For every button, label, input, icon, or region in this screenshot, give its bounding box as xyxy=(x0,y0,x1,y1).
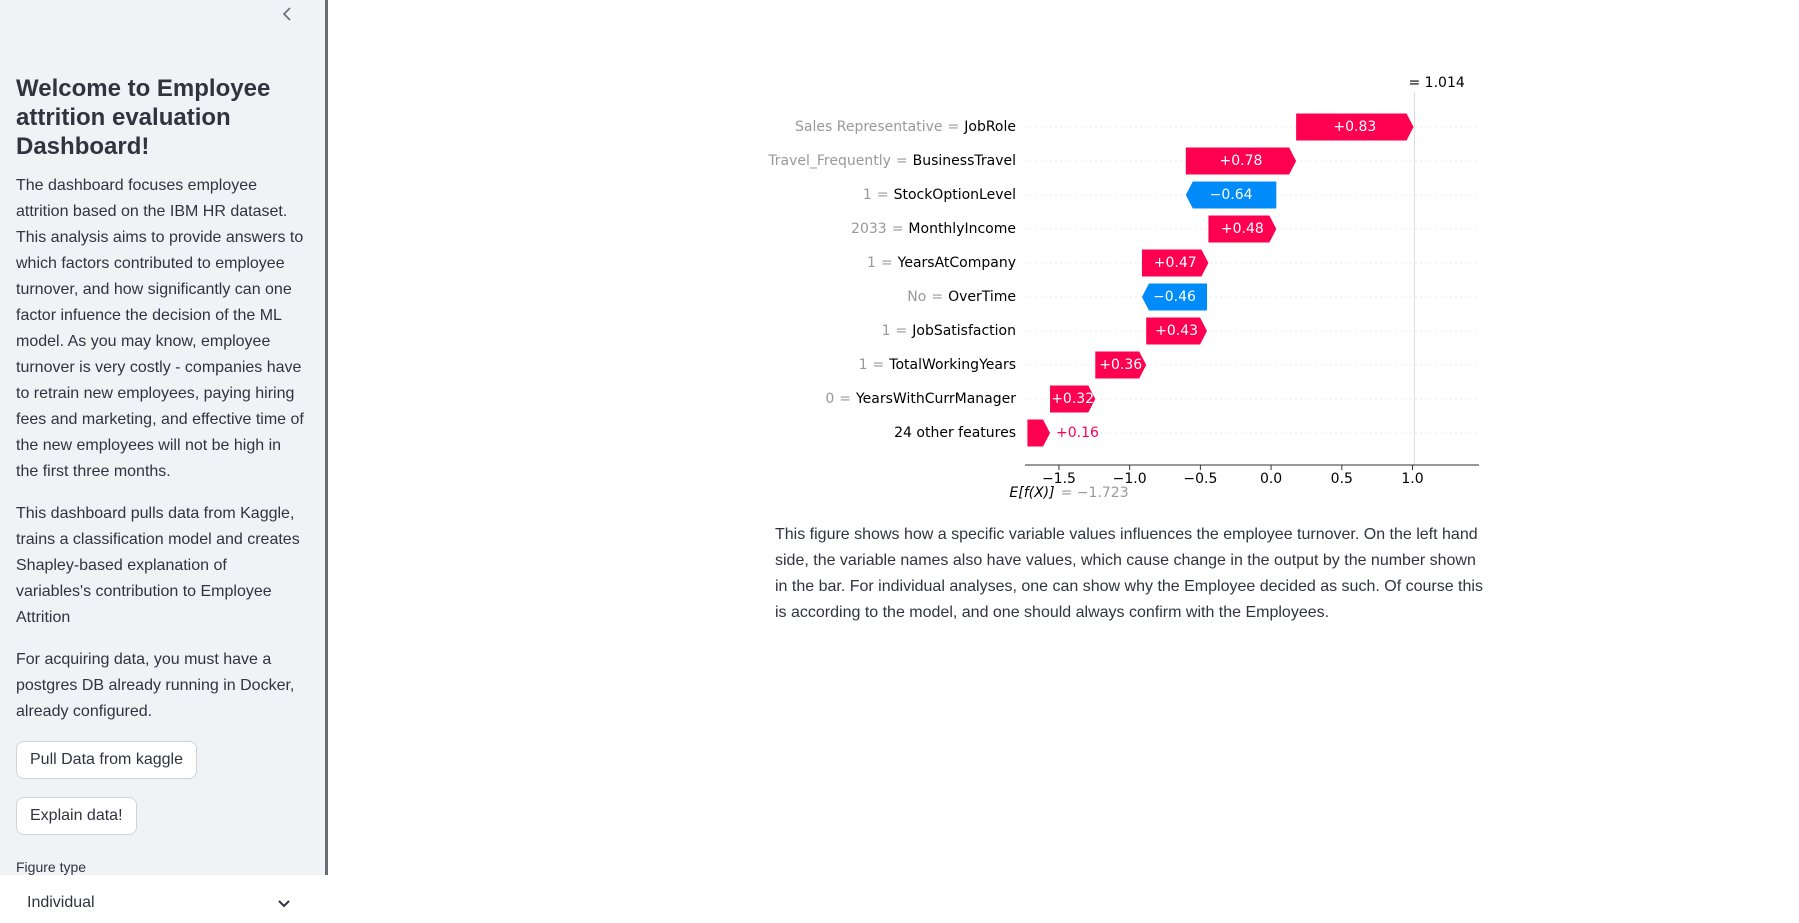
bar xyxy=(1095,351,1147,379)
x-tick-label: 1.0 xyxy=(1401,471,1423,487)
value-label: +0.83 xyxy=(1333,119,1376,135)
bar xyxy=(1141,249,1209,277)
feature-label: 1 = YearsAtCompany xyxy=(867,255,1016,271)
waterfall-chart: = 1.014 −1.5 −1.0 −0.5 0.0 0.5 1.0 E[f(X)] = −1.… xyxy=(767,75,1479,501)
feature-label: Sales Representative = JobRole xyxy=(795,119,1016,135)
base-name: E[f(X)] xyxy=(1009,485,1054,501)
feature-name: BusinessTravel xyxy=(913,153,1016,169)
feature-value: 0 xyxy=(825,391,834,407)
x-tick-label: −1.0 xyxy=(1113,471,1147,487)
value-label: −0.46 xyxy=(1153,289,1196,305)
separator: = xyxy=(948,119,960,135)
caption: This figure shows how a specific variabl… xyxy=(775,526,1483,621)
feature-value: Travel_Frequently xyxy=(767,153,891,169)
bar xyxy=(1141,283,1208,311)
collapse-button[interactable] xyxy=(278,4,298,24)
separator: = xyxy=(896,323,908,339)
feature-name: StockOptionLevel xyxy=(894,187,1016,203)
feature-value: 1 xyxy=(867,255,876,271)
value-label: +0.36 xyxy=(1099,357,1142,373)
feature-value: 1 xyxy=(863,187,872,203)
bar xyxy=(1050,385,1096,413)
sidebar: Welcome to Employee attrition evaluation… xyxy=(0,0,328,923)
bar xyxy=(1208,215,1277,243)
base-value: = −1.723 xyxy=(1061,485,1129,501)
feature-name: 24 other features xyxy=(894,425,1016,441)
feature-label: 24 other features xyxy=(894,425,1016,441)
x-tick-label: 0.5 xyxy=(1331,471,1353,487)
select[interactable]: Individual xyxy=(16,883,306,923)
separator: = xyxy=(896,153,908,169)
feature-label: No = OverTime xyxy=(907,289,1016,305)
paragraph: The dashboard focuses employee attrition… xyxy=(16,177,304,480)
output-label: = 1.014 xyxy=(1409,75,1465,91)
select-label: Figure type xyxy=(16,859,87,875)
separator: = xyxy=(892,221,904,237)
x-tick-label: 0.0 xyxy=(1260,471,1282,487)
value-label: +0.47 xyxy=(1154,255,1197,271)
page: Welcome to Employee attrition evaluation… xyxy=(0,0,1483,923)
feature-label: 1 = StockOptionLevel xyxy=(863,187,1016,203)
bar xyxy=(1296,113,1414,141)
feature-value: Sales Representative xyxy=(795,119,943,135)
feature-label: 1 = TotalWorkingYears xyxy=(859,357,1016,373)
value-label: +0.48 xyxy=(1221,221,1264,237)
feature-label: 2033 = MonthlyIncome xyxy=(851,221,1016,237)
sidebar-content: Welcome to Employee attrition evaluation… xyxy=(16,74,306,923)
paragraph: For acquiring data, you must have a post… xyxy=(16,651,295,720)
select-value: Individual xyxy=(27,894,95,911)
feature-value: 1 xyxy=(859,357,868,373)
feature-name: OverTime xyxy=(948,289,1016,305)
button[interactable]: Pull Data from kaggle xyxy=(16,741,197,779)
base-label: E[f(X)] = −1.723 xyxy=(1009,485,1128,501)
feature-name: MonthlyIncome xyxy=(908,221,1016,237)
feature-label: Travel_Frequently = BusinessTravel xyxy=(767,153,1016,169)
separator: = xyxy=(873,357,885,373)
bar xyxy=(1185,181,1277,209)
sidebar-title: Welcome to Employee attrition evaluation… xyxy=(16,75,271,160)
value-label: −0.64 xyxy=(1210,187,1253,203)
paragraph: This dashboard pulls data from Kaggle, t… xyxy=(16,505,300,626)
feature-value: 1 xyxy=(882,323,891,339)
chevron xyxy=(278,900,290,908)
feature-name: JobRole xyxy=(963,119,1016,135)
separator: = xyxy=(877,187,889,203)
separator: = xyxy=(931,289,943,305)
value-label: +0.43 xyxy=(1155,323,1198,339)
bar xyxy=(1146,317,1208,345)
x-tick-label: −1.5 xyxy=(1042,471,1076,487)
feature-name: YearsWithCurrManager xyxy=(855,391,1016,407)
separator: = xyxy=(881,255,893,271)
feature-name: TotalWorkingYears xyxy=(888,357,1016,373)
button[interactable]: Explain data! xyxy=(16,797,137,835)
value-label: +0.32 xyxy=(1051,391,1094,407)
feature-label: 1 = JobSatisfaction xyxy=(882,323,1016,339)
feature-name: YearsAtCompany xyxy=(897,255,1016,271)
feature-name: JobSatisfaction xyxy=(911,323,1016,339)
bar xyxy=(1185,147,1297,175)
separator: = xyxy=(839,391,851,407)
feature-value: 2033 xyxy=(851,221,887,237)
value-label: +0.16 xyxy=(1056,425,1099,441)
bar xyxy=(1027,419,1051,447)
feature-label: 0 = YearsWithCurrManager xyxy=(825,391,1016,407)
feature-value: No xyxy=(907,289,926,305)
value-label: +0.78 xyxy=(1220,153,1263,169)
x-tick-label: −0.5 xyxy=(1183,471,1217,487)
